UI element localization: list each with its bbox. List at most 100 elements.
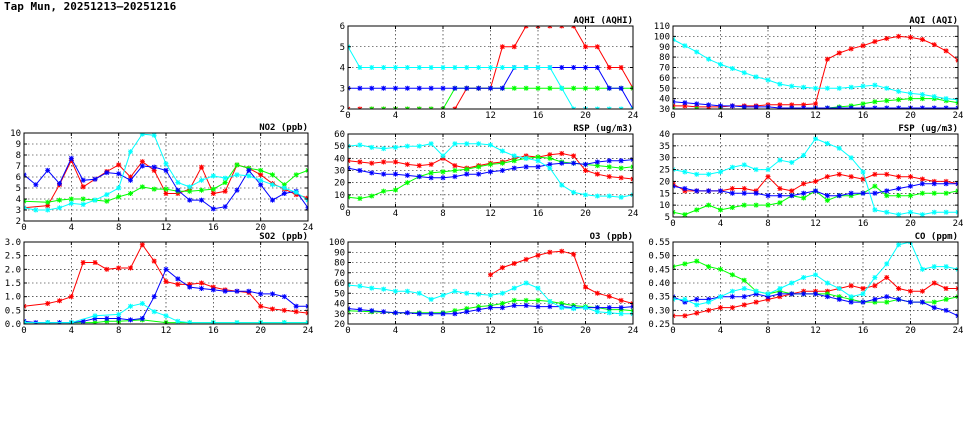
- data-point: [535, 304, 541, 310]
- data-point: [872, 283, 878, 289]
- data-point: [416, 143, 422, 149]
- y-tick-label: 0.35: [648, 293, 670, 303]
- data-point: [848, 84, 854, 90]
- data-point: [908, 34, 913, 40]
- data-point: [706, 202, 712, 208]
- y-tick-label: 20: [334, 320, 345, 330]
- x-tick-label: 20: [580, 326, 591, 336]
- data-point: [357, 142, 363, 148]
- data-point: [68, 294, 74, 300]
- data-point: [884, 209, 890, 215]
- x-tick-label: 12: [161, 223, 172, 233]
- data-point: [836, 285, 842, 291]
- data-point: [559, 85, 565, 91]
- data-point: [801, 181, 807, 187]
- data-point: [381, 171, 387, 177]
- data-point: [381, 159, 387, 165]
- y-tick-label: 40: [659, 130, 670, 140]
- data-point: [583, 284, 588, 290]
- data-point: [860, 176, 866, 182]
- data-point: [404, 172, 410, 178]
- data-point: [789, 188, 795, 194]
- data-point: [452, 141, 458, 147]
- data-point: [476, 307, 482, 313]
- y-tick-label: 60: [334, 279, 345, 289]
- data-point: [116, 311, 122, 317]
- data-point: [789, 83, 795, 89]
- data-point: [618, 85, 624, 91]
- x-tick-label: 0: [21, 223, 26, 233]
- data-point: [281, 320, 287, 324]
- data-point: [908, 183, 913, 189]
- data-point: [931, 305, 937, 311]
- y-tick-label: 30: [659, 154, 670, 164]
- y-tick-label: 4: [16, 195, 21, 205]
- data-point: [199, 187, 204, 193]
- data-point: [270, 306, 275, 312]
- data-point: [33, 207, 39, 213]
- data-point: [151, 309, 157, 315]
- data-point: [741, 190, 747, 196]
- chart-aqhi: 0 4 8 12 16 20 24 2 3 4 5 6 AQHI (AQHI): [340, 16, 639, 121]
- data-point: [694, 310, 700, 316]
- data-point: [222, 288, 228, 294]
- data-point: [706, 299, 712, 305]
- data-point: [151, 164, 157, 170]
- data-point: [884, 299, 890, 305]
- data-point: [694, 101, 700, 107]
- data-point: [464, 306, 470, 312]
- y-tick-label: 80: [659, 53, 670, 63]
- data-point: [464, 85, 470, 91]
- data-point: [908, 96, 913, 102]
- data-point: [547, 152, 553, 158]
- y-tick-label: 100: [329, 238, 345, 248]
- y-tick-label: 8: [16, 151, 21, 161]
- x-tick-label: 20: [905, 111, 916, 121]
- data-point: [404, 65, 410, 70]
- data-point: [535, 85, 541, 91]
- data-point: [45, 203, 51, 209]
- data-point: [535, 297, 541, 303]
- data-point: [270, 291, 275, 297]
- data-point: [777, 157, 783, 163]
- data-point: [789, 291, 795, 297]
- data-point: [452, 311, 458, 317]
- data-point: [499, 301, 505, 306]
- x-tick-label: 12: [810, 111, 821, 121]
- data-point: [80, 202, 86, 207]
- data-point: [824, 105, 830, 109]
- chart-title: O3 (ppb): [590, 232, 633, 242]
- data-point: [175, 180, 181, 185]
- data-point: [919, 36, 925, 42]
- data-point: [813, 85, 818, 91]
- x-tick-label: 0: [670, 219, 675, 229]
- data-point: [718, 169, 723, 175]
- data-point: [718, 305, 723, 311]
- x-tick-label: 24: [628, 111, 639, 121]
- data-point: [860, 291, 866, 297]
- data-point: [908, 209, 913, 215]
- data-point: [499, 265, 505, 271]
- x-tick-label: 4: [718, 111, 723, 121]
- x-tick-label: 16: [533, 111, 544, 121]
- data-point: [777, 102, 783, 108]
- data-point: [682, 103, 688, 109]
- data-point: [128, 317, 133, 323]
- data-point: [618, 194, 624, 200]
- x-tick-label: 20: [255, 326, 266, 336]
- data-point: [163, 313, 169, 319]
- data-point: [571, 160, 577, 166]
- data-point: [369, 170, 375, 176]
- data-point: [813, 178, 818, 184]
- data-point: [476, 85, 482, 91]
- data-point: [606, 65, 612, 70]
- data-point: [80, 177, 86, 183]
- data-point: [80, 260, 86, 265]
- data-point: [919, 91, 925, 97]
- data-point: [824, 85, 830, 91]
- data-point: [416, 290, 422, 296]
- data-point: [682, 169, 688, 175]
- data-point: [583, 192, 588, 198]
- data-point: [499, 290, 505, 296]
